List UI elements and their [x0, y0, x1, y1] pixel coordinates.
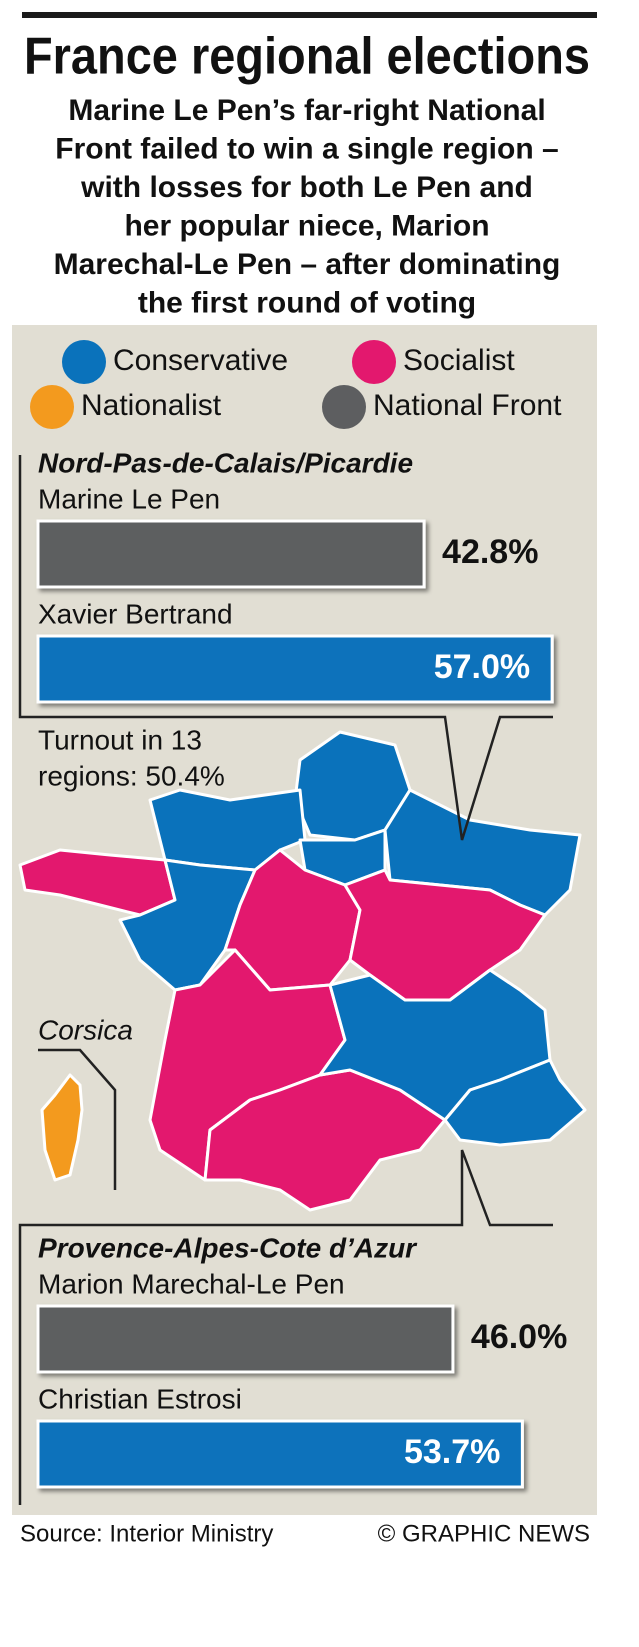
- legend-label: Nationalist: [81, 389, 222, 422]
- source: Source: Interior Ministry: [20, 1520, 273, 1547]
- value-label: 46.0%: [471, 1318, 567, 1356]
- bar: [36, 634, 554, 704]
- title: France regional elections: [24, 28, 590, 86]
- legend-label: National Front: [373, 389, 562, 422]
- corsica-leader: [38, 1048, 117, 1190]
- value-label: 57.0%: [434, 648, 530, 686]
- callout-line: [18, 455, 553, 841]
- region: [223, 848, 362, 992]
- chart-title: Provence-Alpes-Cote d’Azur: [38, 1232, 418, 1263]
- subtitle: Marechal-Le Pen – after dominating: [54, 248, 561, 281]
- category-label: Marion Marechal-Le Pen: [38, 1268, 345, 1299]
- legend-label: Socialist: [403, 344, 515, 377]
- callout-line: [18, 1149, 553, 1505]
- category-label: Xavier Bertrand: [38, 598, 233, 629]
- subtitle: her popular niece, Marion: [124, 209, 489, 242]
- bar: [36, 519, 426, 589]
- subtitle: the first round of voting: [138, 286, 476, 319]
- region: [203, 1068, 447, 1212]
- map: [18, 730, 587, 1212]
- region: [443, 1058, 587, 1147]
- bar: [36, 1304, 455, 1374]
- credit: © GRAPHIC NEWS: [378, 1520, 590, 1547]
- value-label: 53.7%: [404, 1433, 500, 1471]
- category-label: Christian Estrosi: [38, 1383, 242, 1414]
- turnout: regions: 50.4%: [38, 760, 225, 791]
- subtitle: Marine Le Pen’s far-right National: [68, 94, 545, 127]
- bar: [36, 1419, 524, 1489]
- subtitle: with losses for both Le Pen and: [80, 171, 533, 204]
- top-rule: [22, 12, 597, 18]
- legend-swatch: [62, 340, 106, 384]
- legend-label: Conservative: [113, 344, 288, 377]
- category-label: Marine Le Pen: [38, 483, 220, 514]
- subtitle: Front failed to win a single region –: [55, 132, 558, 165]
- region: [343, 868, 547, 1002]
- map-label: Corsica: [38, 1014, 133, 1045]
- corsica: [40, 1073, 84, 1182]
- value-label: 42.8%: [442, 533, 538, 571]
- legend-swatch: [322, 385, 366, 429]
- turnout: Turnout in 13: [38, 724, 202, 755]
- legend-swatch: [30, 385, 74, 429]
- legend-swatch: [352, 340, 396, 384]
- chart-title: Nord-Pas-de-Calais/Picardie: [38, 447, 413, 478]
